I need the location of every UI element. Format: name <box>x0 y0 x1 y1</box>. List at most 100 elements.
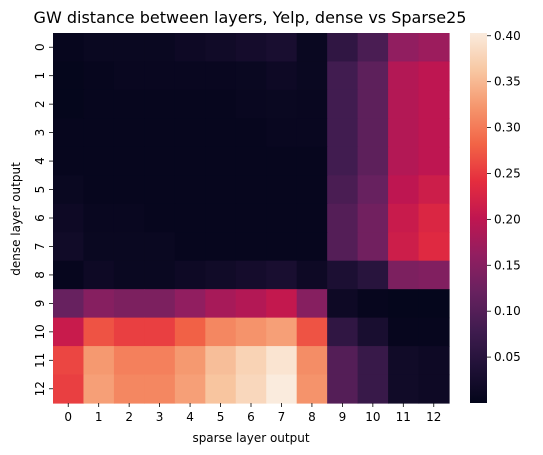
x-tick-label: 6 <box>247 410 255 424</box>
heatmap-cell <box>205 346 237 376</box>
heatmap-cell <box>235 317 267 347</box>
heatmap-cell <box>113 317 145 347</box>
heatmap-cell <box>357 61 389 91</box>
x-tick-label: 1 <box>95 410 103 424</box>
colorbar <box>470 33 487 403</box>
heatmap-cell <box>83 89 115 119</box>
chart-title: GW distance between layers, Yelp, dense … <box>34 8 467 27</box>
heatmap-cell <box>83 33 115 63</box>
y-tick-label: 9 <box>33 300 47 308</box>
heatmap-cell <box>296 89 328 119</box>
heatmap-cell <box>205 203 237 233</box>
heatmap-cell <box>53 33 85 63</box>
x-tick-label: 0 <box>64 410 72 424</box>
colorbar-tick-label: 0.25 <box>494 166 521 180</box>
heatmap-cell <box>83 374 115 404</box>
x-tick-label: 10 <box>365 410 380 424</box>
heatmap-cell <box>83 175 115 205</box>
heatmap-cell <box>418 146 450 176</box>
heatmap-cell <box>205 33 237 63</box>
colorbar-tick-label: 0.35 <box>494 75 521 89</box>
heatmap-cell <box>266 203 298 233</box>
heatmap-cell <box>266 61 298 91</box>
heatmap-cell <box>418 232 450 262</box>
heatmap-cell <box>83 203 115 233</box>
heatmap-cell <box>418 89 450 119</box>
heatmap-cell <box>266 346 298 376</box>
heatmap-cell <box>296 317 328 347</box>
heatmap-cell <box>174 175 206 205</box>
heatmap-cell <box>235 61 267 91</box>
heatmap-cell <box>53 346 85 376</box>
heatmap-cell <box>266 33 298 63</box>
x-tick-label: 8 <box>308 410 316 424</box>
heatmap-cell <box>205 89 237 119</box>
heatmap-cell <box>388 33 420 63</box>
heatmap-cell <box>113 118 145 148</box>
heatmap-cell <box>327 175 359 205</box>
heatmap-cell <box>53 118 85 148</box>
heatmap-cell <box>53 175 85 205</box>
y-axis-label: dense layer output <box>9 162 23 276</box>
heatmap-cell <box>418 317 450 347</box>
heatmap-cell <box>357 374 389 404</box>
heatmap-cell <box>418 61 450 91</box>
heatmap-cell <box>83 118 115 148</box>
heatmap-cell <box>266 374 298 404</box>
heatmap-cell <box>113 289 145 319</box>
heatmap-cell <box>357 33 389 63</box>
y-tick-label: 1 <box>33 72 47 80</box>
heatmap-cell <box>235 89 267 119</box>
heatmap-cell <box>113 146 145 176</box>
heatmap-cell <box>174 289 206 319</box>
heatmap-cell <box>205 289 237 319</box>
heatmap-cell <box>113 61 145 91</box>
heatmap-cell <box>327 118 359 148</box>
colorbar-tick-label: 0.05 <box>494 350 521 364</box>
heatmap-cell <box>53 232 85 262</box>
heatmap-cell <box>296 146 328 176</box>
heatmap-cell <box>388 175 420 205</box>
heatmap-cell <box>53 260 85 290</box>
heatmap-cell <box>144 61 176 91</box>
heatmap-cell <box>144 232 176 262</box>
heatmap-cell <box>388 118 420 148</box>
heatmap-cell <box>296 289 328 319</box>
heatmap-cell <box>357 175 389 205</box>
colorbar-tick-label: 0.10 <box>494 304 521 318</box>
x-tick-label: 2 <box>125 410 133 424</box>
heatmap-cell <box>327 232 359 262</box>
y-tick-label: 4 <box>33 157 47 165</box>
heatmap-cell <box>205 61 237 91</box>
heatmap-cell <box>144 89 176 119</box>
heatmap-cell <box>235 232 267 262</box>
heatmap-cell <box>327 346 359 376</box>
heatmap-cell <box>327 289 359 319</box>
heatmap-cell <box>357 346 389 376</box>
y-tick-label: 5 <box>33 186 47 194</box>
heatmap-cell <box>53 146 85 176</box>
heatmap-cell <box>327 146 359 176</box>
heatmap-cell <box>327 89 359 119</box>
y-tick-label: 12 <box>33 381 47 396</box>
x-tick-label: 3 <box>156 410 164 424</box>
heatmap-cell <box>174 346 206 376</box>
heatmap-cell <box>174 203 206 233</box>
heatmap-cell <box>266 289 298 319</box>
heatmap-cell <box>296 374 328 404</box>
heatmap-cell <box>53 289 85 319</box>
heatmap-cell <box>235 289 267 319</box>
heatmap-cell <box>296 118 328 148</box>
heatmap-cell <box>113 89 145 119</box>
heatmap-cell <box>296 33 328 63</box>
heatmap-cell <box>235 374 267 404</box>
heatmap-cell <box>235 260 267 290</box>
heatmap-cell <box>266 118 298 148</box>
heatmap-cell <box>418 203 450 233</box>
x-tick-label: 7 <box>278 410 286 424</box>
colorbar-tick-label: 0.30 <box>494 121 521 135</box>
y-tick-label: 11 <box>33 353 47 368</box>
y-tick-label: 3 <box>33 129 47 137</box>
colorbar-tick-label: 0.40 <box>494 29 521 43</box>
